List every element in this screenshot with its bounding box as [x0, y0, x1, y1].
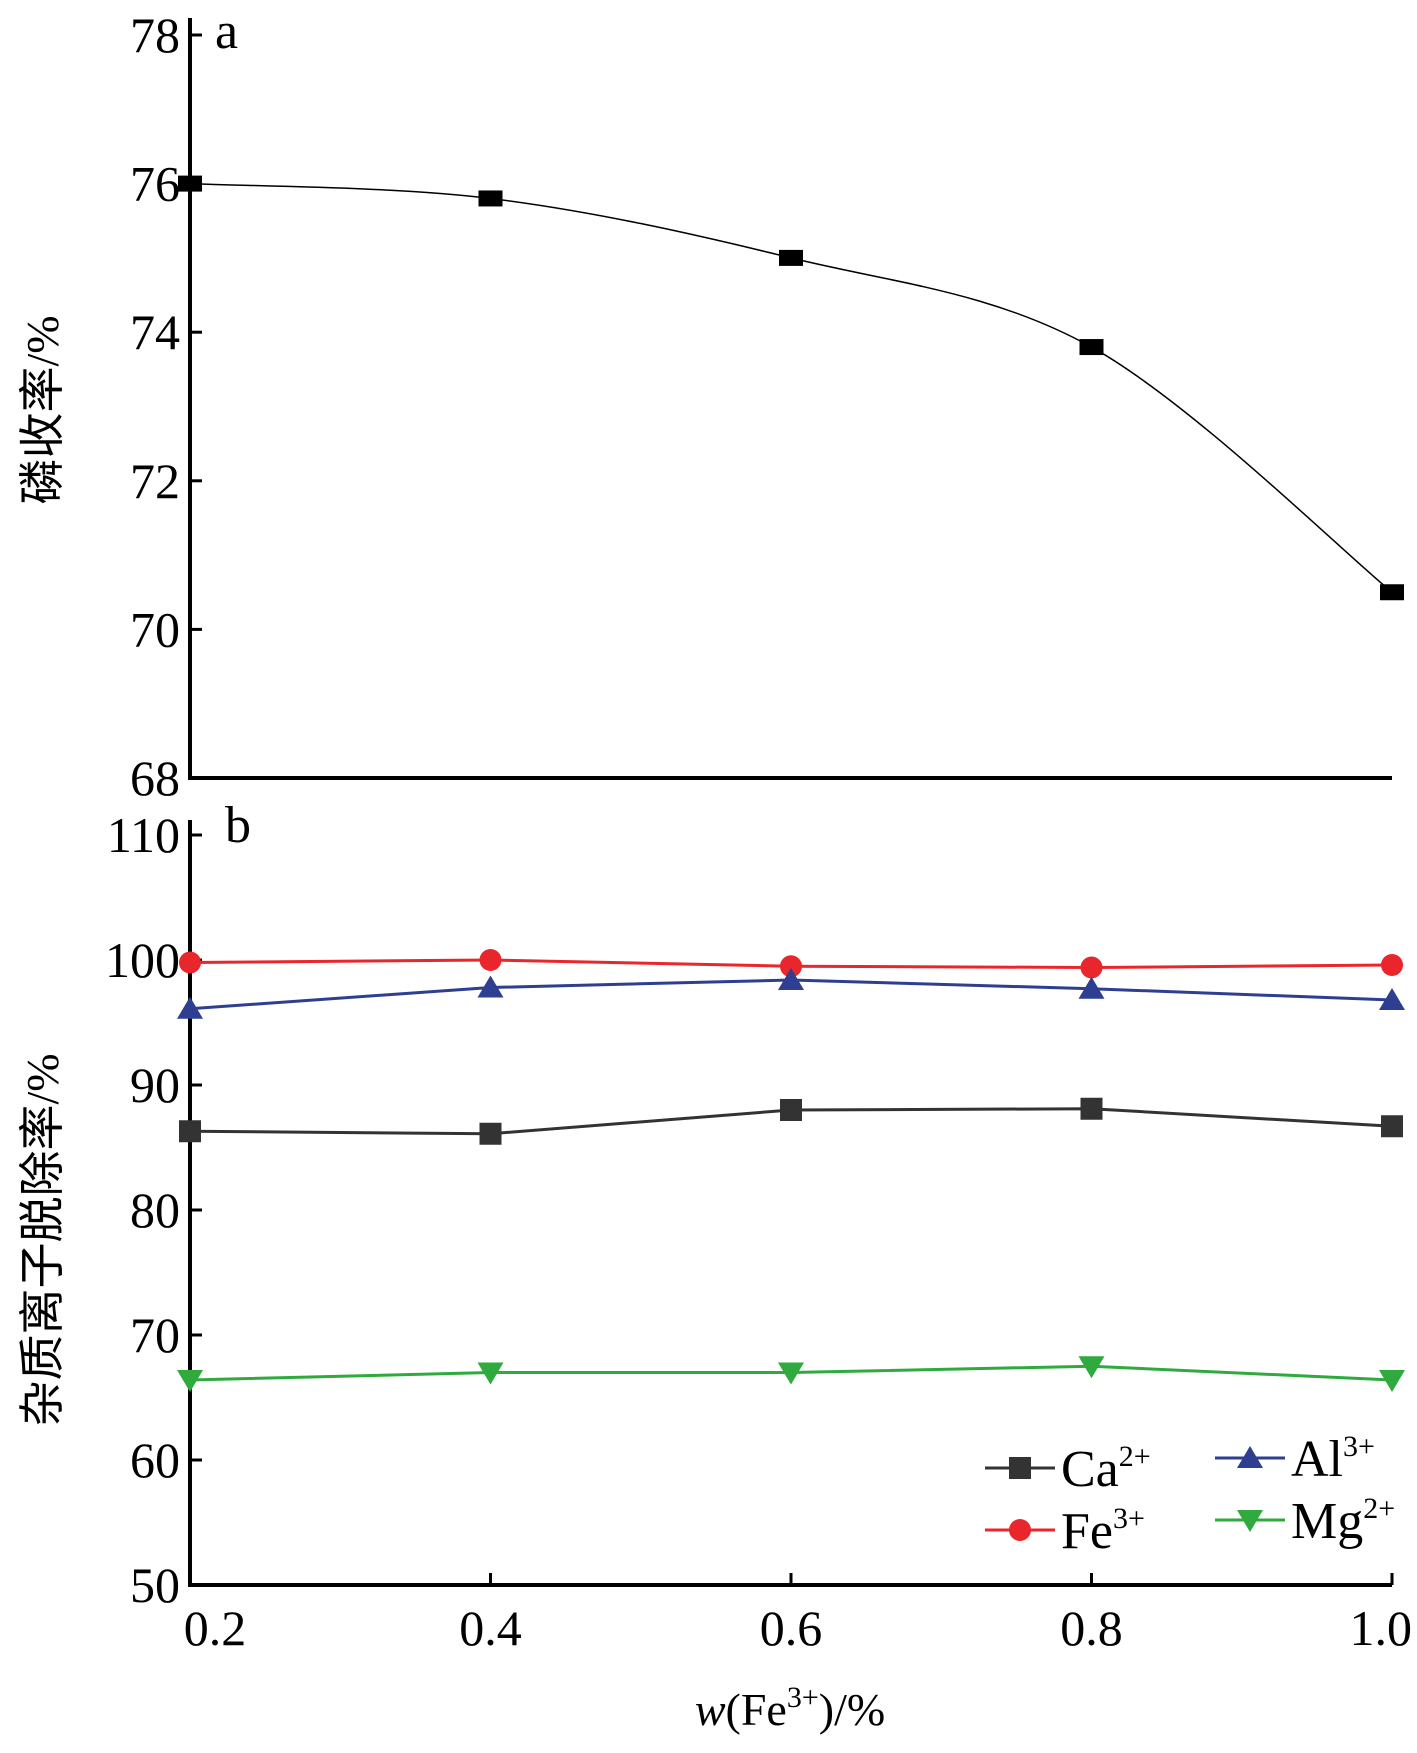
legend-item-mg: Mg2+: [1215, 1492, 1395, 1550]
panel-a-y-tick-label: 72: [130, 453, 180, 509]
series-point: [778, 968, 804, 990]
legend-item-fe: Fe3+: [985, 1502, 1145, 1560]
panel-a-label: a: [215, 3, 238, 60]
panel-b-y-tick-label: 50: [130, 1557, 180, 1613]
panel-b-y-tick-label: 110: [107, 807, 180, 863]
series-point: [479, 949, 502, 971]
legend-marker: [1009, 1457, 1031, 1479]
panel-b-x-tick-label: 0.6: [760, 1600, 823, 1656]
panel-a-y-axis-title: 磷收率/%: [17, 315, 68, 504]
panel-a-data-point: [478, 190, 503, 207]
panel-b-series: [177, 949, 1405, 1392]
panel-b-y-tick-label: 60: [130, 1432, 180, 1488]
legend-item-ca: Ca2+: [985, 1440, 1151, 1498]
legend-label: Al3+: [1291, 1430, 1375, 1488]
panel-a-data-point: [1079, 339, 1104, 356]
panel-b-x-tick-label: 0.2: [184, 1600, 247, 1656]
series-point: [179, 1120, 201, 1143]
panel-b-x-tick-label: 0.8: [1060, 1600, 1123, 1656]
x-title-tail: )/%: [819, 1684, 885, 1735]
panel-a-data-point: [779, 249, 803, 266]
panel-a: a 68 70 72 74 76 78 磷收率/%: [17, 3, 1404, 806]
series-point: [1080, 956, 1103, 979]
panel-b-y-axis-title: 杂质离子脱除率/%: [17, 1053, 68, 1426]
series-point: [477, 1362, 504, 1385]
panel-a-y-tick-label: 70: [130, 601, 180, 657]
legend-marker: [1009, 1519, 1031, 1541]
legend-label: Mg2+: [1291, 1492, 1395, 1550]
panel-b-y-tick-label: 80: [130, 1182, 180, 1238]
series-point: [1078, 1356, 1105, 1379]
series-point: [179, 951, 201, 974]
legend-marker: [1237, 1510, 1263, 1532]
panel-a-y-tick-label: 78: [130, 7, 180, 63]
series-point: [177, 1370, 203, 1392]
series-point: [780, 1099, 802, 1121]
panel-b-y-tick-label: 100: [105, 932, 180, 988]
panel-b-label: b: [225, 797, 251, 854]
panel-a-data-point: [1380, 584, 1404, 601]
panel-b-x-tick-label: 1.0: [1350, 1600, 1413, 1656]
series-point: [1381, 954, 1403, 976]
panel-b-x-ticks: 0.2 0.4 0.6 0.8 1.0: [184, 1573, 1412, 1656]
panel-b-x-axis-title: w(Fe3+)/%: [695, 1681, 885, 1735]
legend-label: Ca2+: [1061, 1440, 1151, 1498]
legend-label: Fe3+: [1061, 1502, 1145, 1560]
x-title-text: (Fe: [726, 1684, 787, 1735]
series-fe: [179, 949, 1403, 979]
series-ca: [179, 1097, 1403, 1145]
panel-a-y-tick-label: 76: [130, 156, 180, 212]
series-point: [780, 955, 802, 978]
legend-marker: [1237, 1446, 1263, 1468]
panel-b-y-ticks: 50 60 70 80 90 100 110: [105, 807, 202, 1613]
series-point: [1078, 976, 1105, 999]
series-point: [778, 1362, 804, 1385]
series-point: [1080, 1097, 1103, 1120]
series-point: [479, 1122, 502, 1145]
panel-a-trend-curve: [189, 182, 1393, 593]
series-mg: [177, 1356, 1405, 1392]
panel-b-y-tick-label: 90: [130, 1057, 180, 1113]
x-title-superscript: 3+: [787, 1681, 819, 1714]
series-point: [177, 996, 203, 1019]
panel-a-data-points: [178, 175, 1404, 601]
panel-b-y-tick-label: 70: [130, 1307, 180, 1363]
series-point: [477, 975, 504, 998]
series-point: [1379, 988, 1405, 1010]
legend: Ca2+Fe3+ Al3+Mg2+: [985, 1430, 1395, 1560]
panel-a-y-ticks: 68 70 72 74 76 78: [130, 7, 202, 806]
series-al: [177, 968, 1405, 1019]
panel-b-x-tick-label: 0.4: [459, 1600, 522, 1656]
series-point: [1379, 1370, 1405, 1392]
legend-item-al: Al3+: [1215, 1430, 1375, 1488]
panel-a-y-tick-label: 68: [130, 750, 180, 806]
x-title-variable: w: [695, 1684, 726, 1735]
panel-b: b 50 60 70 80 90 100 110 0.2 0.4 0.6 0.8 1.0 杂质离子脱…: [17, 797, 1412, 1735]
panel-a-y-tick-label: 74: [130, 304, 180, 360]
panel-a-data-point: [178, 175, 202, 192]
series-point: [1381, 1115, 1403, 1138]
